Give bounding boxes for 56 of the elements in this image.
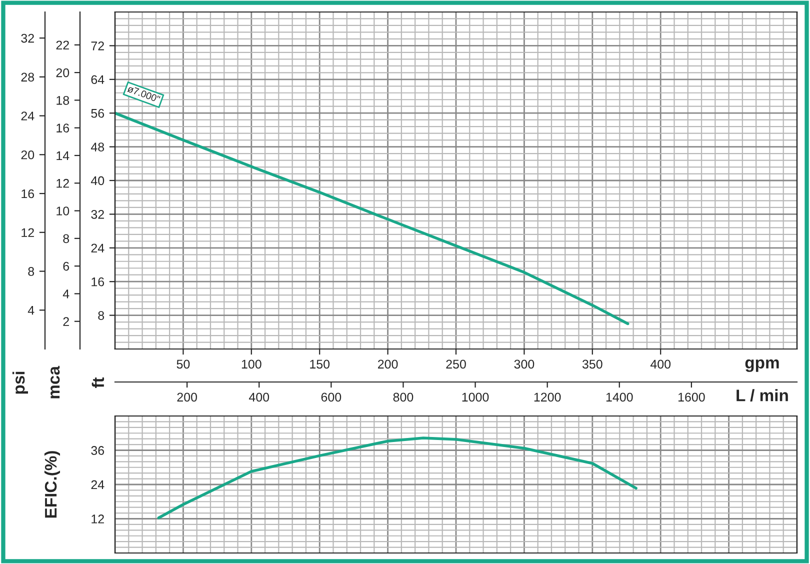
x-axis-title: gpm xyxy=(745,359,779,372)
x-tick-label: 350 xyxy=(582,360,602,369)
y3-tick-label: 24 xyxy=(21,112,34,120)
y-tick-label: 72 xyxy=(91,42,104,50)
y-tick-label: 36 xyxy=(91,446,104,455)
y2-tick-label: 20 xyxy=(56,68,70,78)
y-tick-label: 24 xyxy=(91,244,104,252)
x2-tick-label: 1600 xyxy=(678,392,705,402)
y-axis-title: ft xyxy=(92,377,104,388)
y2-tick-label: 14 xyxy=(56,151,70,160)
x-tick-label: 300 xyxy=(514,360,534,369)
line-series xyxy=(115,112,630,326)
x-tick-label: 200 xyxy=(378,360,398,369)
line-series xyxy=(157,436,638,520)
x2-tick-label: 600 xyxy=(321,392,342,402)
y-tick-label: 40 xyxy=(90,176,104,186)
y-axis-title: EFIC.(%) xyxy=(44,451,60,518)
x2-tick-label: 400 xyxy=(248,392,270,402)
y-tick-label: 48 xyxy=(90,142,104,152)
x2-tick-label: 1400 xyxy=(606,392,633,402)
y2-tick-label: 8 xyxy=(63,234,70,244)
y2-tick-label: 4 xyxy=(62,290,70,298)
x-tick-label: 150 xyxy=(310,360,330,369)
y2-tick-label: 22 xyxy=(56,40,69,50)
y2-tick-label: 16 xyxy=(56,124,70,132)
y2-axis-title: mca xyxy=(50,366,60,398)
y3-axis-title: psi xyxy=(12,372,28,394)
y2-tick-label: 10 xyxy=(56,206,70,216)
y3-tick-label: 8 xyxy=(28,267,34,276)
x-tick-label: 250 xyxy=(446,360,466,369)
y3-tick-label: 12 xyxy=(22,228,34,237)
y2-tick-label: 6 xyxy=(63,262,70,271)
y-tick-label: 64 xyxy=(91,75,104,84)
y2-tick-label: 18 xyxy=(56,96,70,105)
y-tick-label: 8 xyxy=(98,311,104,320)
annotation: ø7.000" xyxy=(126,85,160,103)
x2-tick-label: 1200 xyxy=(534,392,561,402)
y2-tick-label: 2 xyxy=(63,317,69,326)
y2-tick-label: 12 xyxy=(56,178,69,188)
y3-tick-label: 28 xyxy=(21,72,34,82)
y-tick-label: 32 xyxy=(91,210,104,219)
x-tick-label: 50 xyxy=(176,360,190,369)
y3-tick-label: 32 xyxy=(21,34,34,43)
y-tick-label: 16 xyxy=(92,277,104,286)
x2-tick-label: 800 xyxy=(393,392,414,402)
x2-axis-title: L / min xyxy=(736,389,788,402)
y3-tick-label: 16 xyxy=(22,189,34,198)
x-tick-label: 100 xyxy=(242,360,262,369)
y-tick-label: 12 xyxy=(92,514,104,524)
y3-tick-label: 20 xyxy=(21,150,34,160)
x2-tick-label: 200 xyxy=(177,392,197,402)
x2-tick-label: 1000 xyxy=(462,392,489,402)
y3-tick-label: 4 xyxy=(28,306,34,315)
y-tick-label: 56 xyxy=(91,108,104,118)
y-tick-label: 24 xyxy=(91,480,104,490)
x-tick-label: 400 xyxy=(650,360,671,369)
